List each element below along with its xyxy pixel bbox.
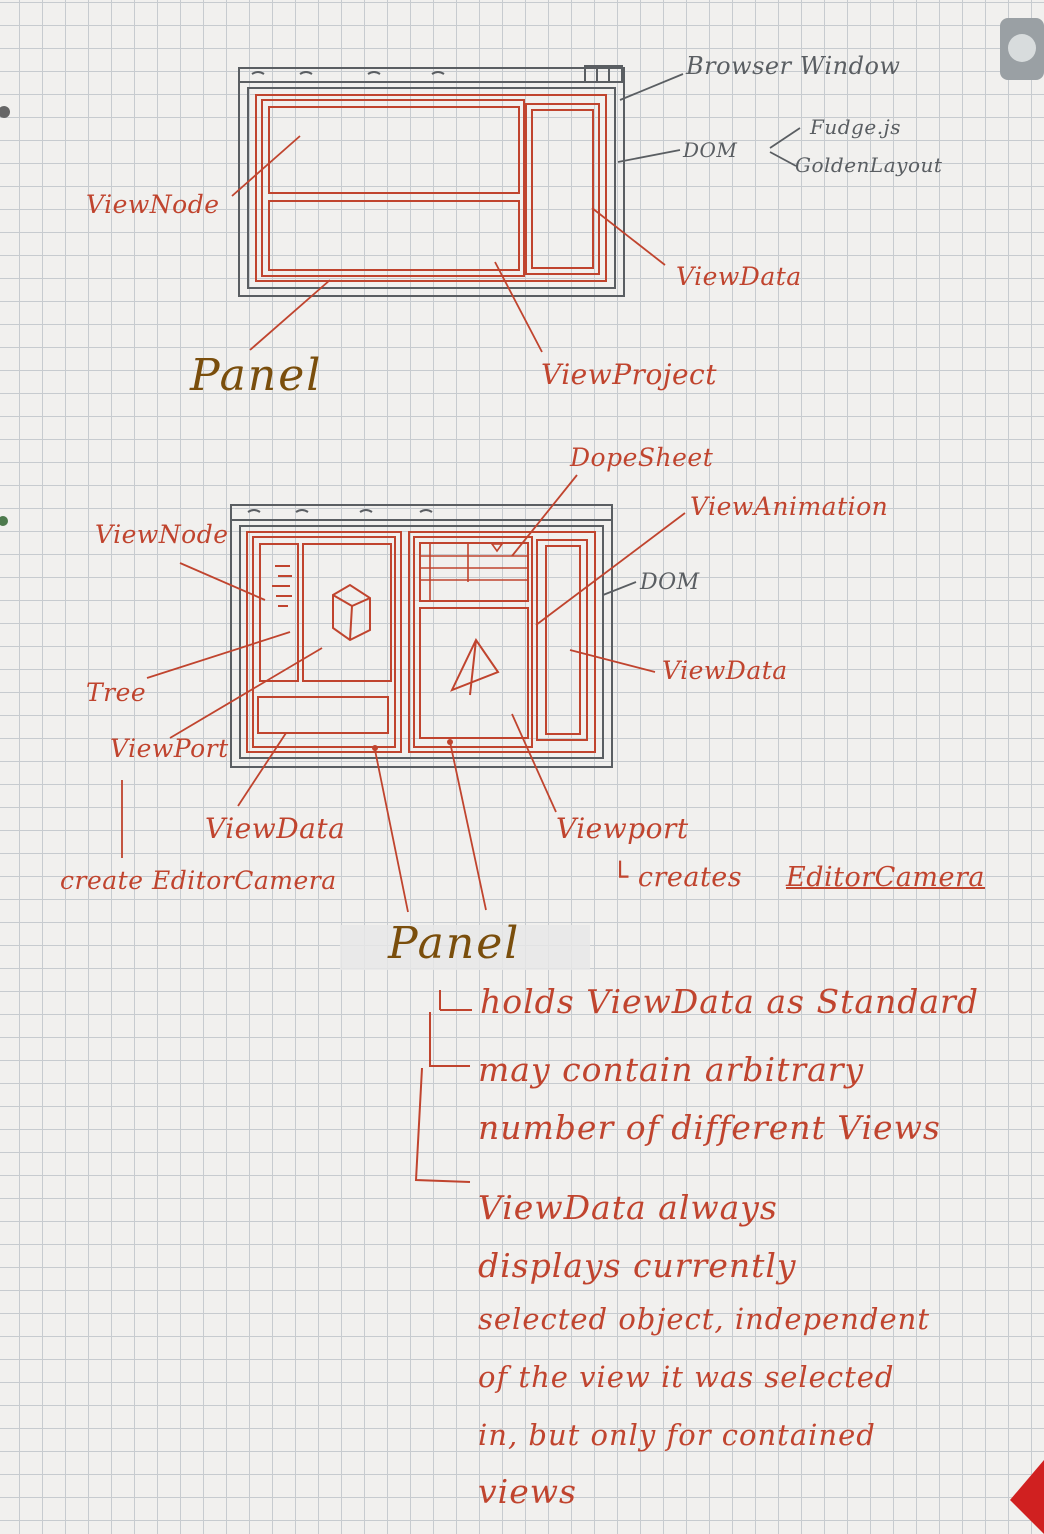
label-fudge-js: Fudge.js bbox=[810, 115, 902, 139]
diagram2-leader-lines bbox=[121, 474, 686, 913]
diagram1-panels bbox=[255, 94, 607, 282]
diagram1-leader-lines bbox=[231, 73, 801, 353]
diagram2-cube bbox=[332, 583, 371, 642]
diagram1-dom-frame bbox=[247, 87, 616, 289]
panel-highlight bbox=[340, 925, 590, 970]
note-view-data-line6: views bbox=[478, 1472, 577, 1511]
label-view-animation: ViewAnimation bbox=[690, 492, 889, 521]
label-panel-1: Panel bbox=[190, 350, 323, 401]
label-golden-layout: GoldenLayout bbox=[795, 153, 943, 177]
label-tree: Tree bbox=[86, 678, 147, 707]
label-dom-2: DOM bbox=[640, 570, 700, 595]
note-arbitrary-line2: number of different Views bbox=[478, 1108, 941, 1147]
label-creates-editor-camera: EditorCamera bbox=[786, 862, 985, 893]
diagram2-dopesheet-grid bbox=[420, 543, 528, 601]
note-view-data-line4: of the view it was selected bbox=[478, 1360, 895, 1394]
binder-hole-middle bbox=[0, 516, 8, 526]
label-creates-prefix: └ creates bbox=[612, 862, 743, 893]
label-view-node-2: ViewNode bbox=[95, 520, 229, 549]
label-view-data-1: ViewData bbox=[676, 262, 802, 291]
label-dom-1: DOM bbox=[683, 138, 738, 162]
note-arbitrary-line1: may contain arbitrary bbox=[478, 1050, 865, 1089]
label-browser-window: Browser Window bbox=[686, 52, 901, 80]
binder-hole-top bbox=[0, 106, 10, 118]
label-view-project: ViewProject bbox=[541, 358, 717, 391]
label-viewport-left: ViewPort bbox=[110, 734, 229, 763]
label-view-node-1: ViewNode bbox=[86, 190, 220, 219]
diagram2-browser-window bbox=[230, 504, 613, 768]
label-dope-sheet: DopeSheet bbox=[570, 443, 714, 472]
label-panel-2: Panel bbox=[388, 918, 521, 969]
pen-tip bbox=[1010, 1460, 1044, 1534]
note-holds-view-data: holds ViewData as Standard bbox=[480, 982, 979, 1021]
note-view-data-line3: selected object, independent bbox=[478, 1302, 930, 1336]
note-view-data-line5: in, but only for contained bbox=[478, 1418, 876, 1452]
diagram2-pyramid bbox=[449, 638, 500, 696]
note-view-data-line2: displays currently bbox=[478, 1246, 797, 1285]
label-viewport-right: Viewport bbox=[556, 812, 689, 845]
diagram2-panels bbox=[246, 531, 596, 753]
label-create-editor-camera: create EditorCamera bbox=[60, 866, 337, 895]
label-view-data-2-right: ViewData bbox=[662, 656, 788, 685]
binder-clip bbox=[1000, 18, 1044, 80]
note-view-data-line1: ViewData always bbox=[478, 1188, 778, 1227]
diagram2-tree-lines bbox=[272, 565, 292, 607]
panel-bracket bbox=[414, 990, 472, 1183]
diagram1-browser-window bbox=[238, 65, 625, 297]
label-view-data-2-bottom: ViewData bbox=[205, 812, 346, 845]
